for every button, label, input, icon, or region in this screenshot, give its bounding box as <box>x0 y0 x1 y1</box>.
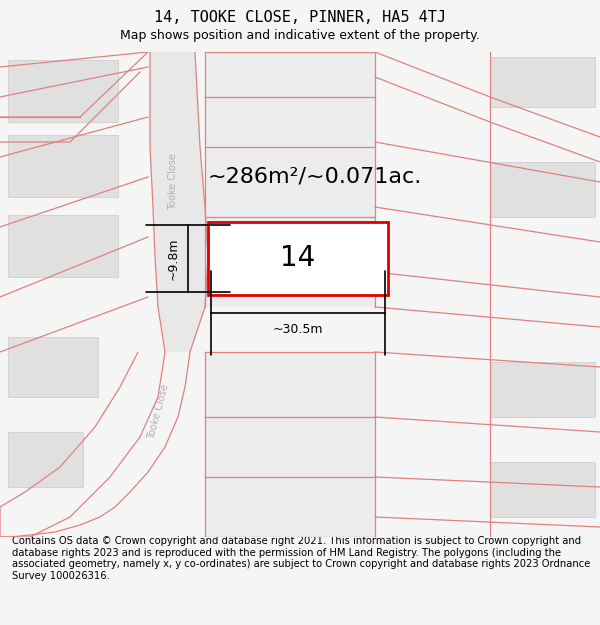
Bar <box>8 60 118 122</box>
Bar <box>8 215 118 277</box>
Bar <box>490 462 595 517</box>
Bar <box>8 432 83 487</box>
Text: ~9.8m: ~9.8m <box>167 238 180 280</box>
Text: ~286m²/~0.071ac.: ~286m²/~0.071ac. <box>208 167 422 187</box>
Bar <box>205 352 375 537</box>
Text: Contains OS data © Crown copyright and database right 2021. This information is : Contains OS data © Crown copyright and d… <box>12 536 590 581</box>
Bar <box>490 162 595 217</box>
Bar <box>8 337 98 397</box>
Bar <box>490 57 595 107</box>
Text: 14, TOOKE CLOSE, PINNER, HA5 4TJ: 14, TOOKE CLOSE, PINNER, HA5 4TJ <box>154 11 446 26</box>
Text: Map shows position and indicative extent of the property.: Map shows position and indicative extent… <box>120 29 480 42</box>
Bar <box>205 52 375 307</box>
Text: ~30.5m: ~30.5m <box>273 323 323 336</box>
Polygon shape <box>150 52 208 352</box>
Bar <box>8 135 118 197</box>
Text: Tooke Close: Tooke Close <box>168 154 178 211</box>
Bar <box>490 362 595 417</box>
Text: 14: 14 <box>280 244 316 272</box>
Text: Tooke Close: Tooke Close <box>146 383 170 441</box>
Bar <box>208 222 388 295</box>
